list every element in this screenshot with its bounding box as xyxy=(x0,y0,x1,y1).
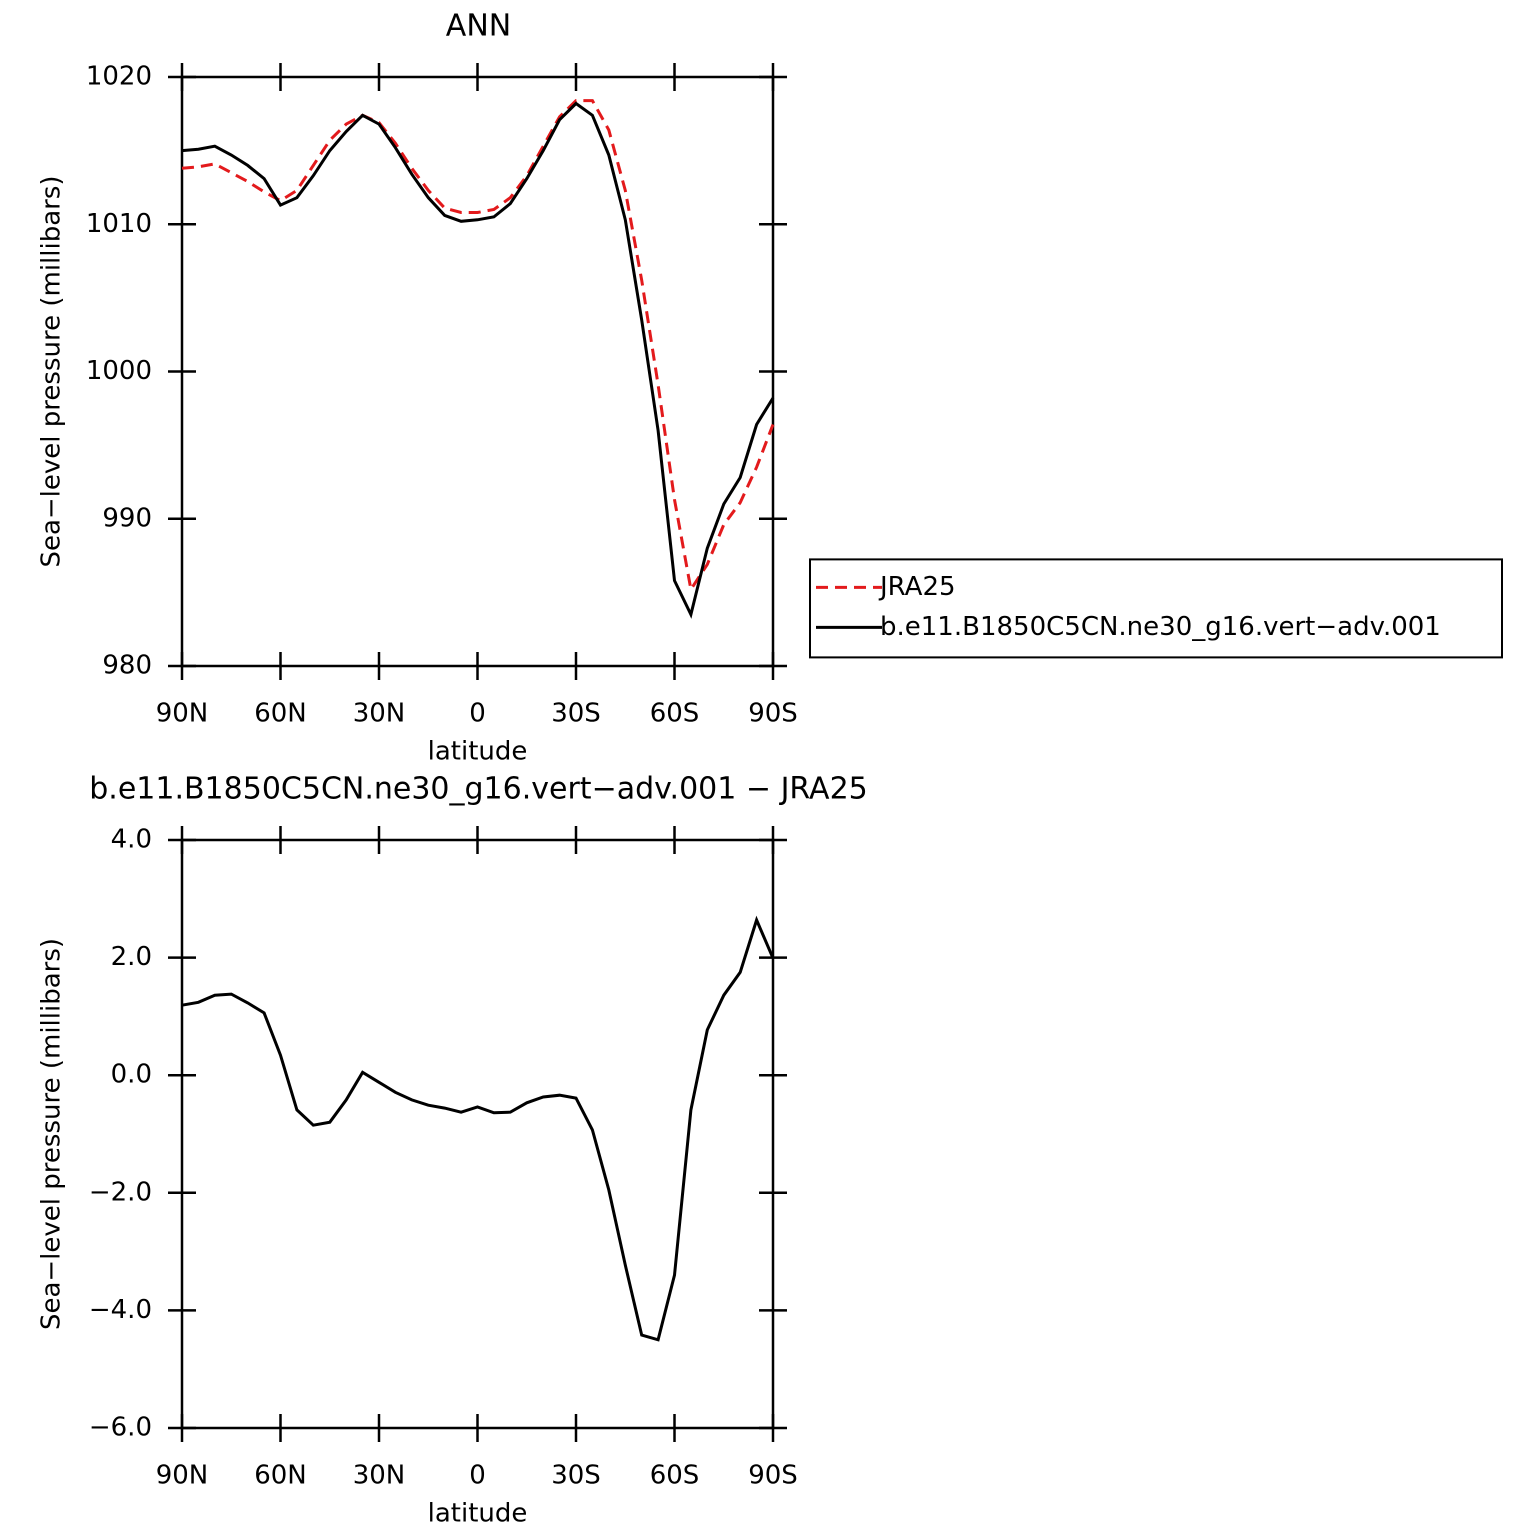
x-tick-label: 60S xyxy=(650,699,700,729)
y-axis-label: Sea−level pressure (millibars) xyxy=(37,938,67,1330)
chart-title: ANN xyxy=(446,9,511,44)
y-tick-label: −2.0 xyxy=(89,1177,152,1207)
x-tick-label: 0 xyxy=(469,1461,486,1491)
data-line xyxy=(181,101,775,619)
x-tick-label: 30S xyxy=(551,1461,601,1491)
x-tick-label: 90N xyxy=(156,699,209,729)
x-axis-label: latitude xyxy=(428,1499,528,1529)
legend-label: JRA25 xyxy=(878,572,956,602)
x-tick-label: 60S xyxy=(650,1461,700,1491)
y-axis-label: Sea−level pressure (millibars) xyxy=(37,175,67,567)
x-tick-label: 60N xyxy=(254,1461,307,1491)
y-tick-label: 2.0 xyxy=(111,942,152,972)
x-tick-label: 90S xyxy=(748,699,798,729)
chart-title: b.e11.B1850C5CN.ne30_g16.vert−adv.001 − … xyxy=(89,772,868,807)
legend-label: b.e11.B1850C5CN.ne30_g16.vert−adv.001 xyxy=(880,612,1441,642)
y-tick-label: −6.0 xyxy=(89,1413,152,1443)
x-tick-label: 30S xyxy=(551,699,601,729)
x-tick-label: 90S xyxy=(748,1461,798,1491)
y-tick-label: 1000 xyxy=(86,356,152,386)
data-line xyxy=(181,99,775,594)
x-axis-label: latitude xyxy=(428,737,528,767)
data-line xyxy=(181,915,775,1342)
x-tick-label: 30N xyxy=(353,699,406,729)
y-tick-label: 1020 xyxy=(86,62,152,92)
y-tick-label: 990 xyxy=(102,503,152,533)
x-tick-label: 90N xyxy=(156,1461,209,1491)
y-tick-label: −4.0 xyxy=(89,1295,152,1325)
plot-frame xyxy=(180,75,775,668)
legend-box xyxy=(809,558,1503,659)
x-tick-label: 60N xyxy=(254,699,307,729)
y-tick-label: 4.0 xyxy=(111,825,152,855)
plot-frame xyxy=(180,838,775,1430)
y-tick-label: 0.0 xyxy=(111,1060,152,1090)
y-tick-label: 1010 xyxy=(86,209,152,239)
x-tick-label: 30N xyxy=(353,1461,406,1491)
y-tick-label: 980 xyxy=(102,651,152,681)
x-tick-label: 0 xyxy=(469,699,486,729)
